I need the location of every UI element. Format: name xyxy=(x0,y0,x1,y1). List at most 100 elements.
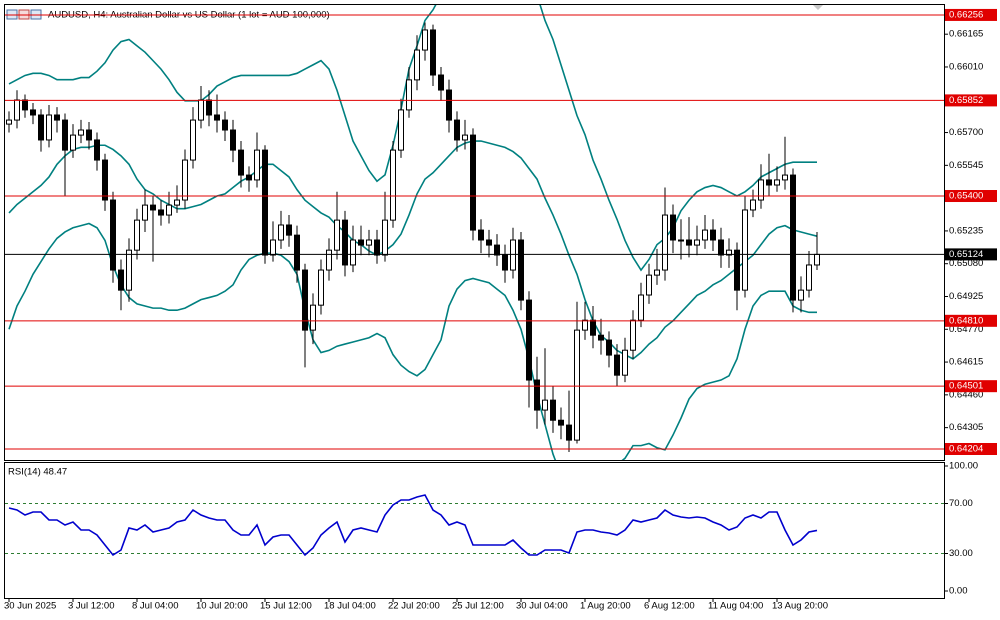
candle-body xyxy=(622,349,628,376)
candle-body xyxy=(30,109,36,116)
candle-body xyxy=(654,269,660,276)
candle-body xyxy=(726,249,732,256)
level-label-box xyxy=(945,380,997,393)
candle-body xyxy=(782,174,788,181)
candle-body xyxy=(526,299,532,381)
candle-body xyxy=(342,219,348,266)
y-tick-label: 0.00 xyxy=(949,586,968,597)
candle-body xyxy=(238,149,244,176)
candle-body xyxy=(358,239,364,246)
candle-body xyxy=(110,199,116,271)
x-tick-label: 13 Aug 20:00 xyxy=(772,601,828,612)
rsi-panel-frame xyxy=(4,462,945,599)
x-tick-label: 30 Jun 2025 xyxy=(4,601,56,612)
candle-body xyxy=(518,239,524,301)
candle-body xyxy=(446,89,452,121)
candle-body xyxy=(510,239,516,271)
y-tick-label: 0.64460 xyxy=(949,389,983,400)
y-tick-label: 0.64305 xyxy=(949,422,983,433)
x-tick-label: 3 Jul 12:00 xyxy=(68,601,114,612)
candle-body xyxy=(214,114,220,121)
candle-body xyxy=(126,249,132,291)
indicator-line xyxy=(8,494,818,557)
candle-body xyxy=(262,149,268,256)
candle-body xyxy=(534,379,540,411)
candle-body xyxy=(806,264,812,291)
candle-body xyxy=(278,224,284,241)
level-label-box xyxy=(945,8,997,21)
y-tick-label: 0.65080 xyxy=(949,258,983,269)
y-tick-label: 0.65235 xyxy=(949,225,983,236)
candle-body xyxy=(318,269,324,306)
candle-body xyxy=(270,239,276,256)
candle-body xyxy=(670,214,676,241)
candle-body xyxy=(750,199,756,211)
candle-body xyxy=(158,209,164,216)
candle-body xyxy=(774,179,780,186)
x-tick-label: 25 Jul 12:00 xyxy=(452,601,504,612)
candle-body xyxy=(46,114,52,141)
y-tick-label: 0.65545 xyxy=(949,160,983,171)
candle-body xyxy=(38,114,44,141)
candle-body xyxy=(798,289,804,301)
candle-body xyxy=(86,129,92,141)
candle-body xyxy=(542,399,548,411)
candle-body xyxy=(766,179,772,186)
candle-body xyxy=(54,114,60,121)
x-tick-label: 30 Jul 04:00 xyxy=(516,601,568,612)
candle-body xyxy=(174,199,180,206)
x-tick-label: 11 Aug 04:00 xyxy=(708,601,763,612)
candle-body xyxy=(502,254,508,271)
candle-body xyxy=(142,204,148,221)
candle-body xyxy=(790,174,796,301)
candle-body xyxy=(694,239,700,246)
candle-body xyxy=(102,159,108,201)
candle-body xyxy=(70,134,76,151)
candle-body xyxy=(310,304,316,331)
candle-body xyxy=(454,119,460,141)
candle-body xyxy=(478,229,484,241)
candle-body xyxy=(462,134,468,141)
candle-body xyxy=(246,174,252,181)
x-tick-label: 1 Aug 20:00 xyxy=(580,601,631,612)
candle-body xyxy=(198,99,204,121)
candle-body xyxy=(590,319,596,336)
candle-body xyxy=(814,253,820,266)
level-label: 0.65852 xyxy=(949,95,983,106)
candle-body xyxy=(686,239,692,246)
y-tick-label: 0.66165 xyxy=(949,29,983,40)
candle-body xyxy=(190,119,196,161)
candle-body xyxy=(438,74,444,91)
level-label: 0.65400 xyxy=(949,191,983,202)
main-plot xyxy=(6,5,820,460)
main-panel-frame xyxy=(4,4,945,461)
level-label: 0.64810 xyxy=(949,315,983,326)
level-label-box xyxy=(945,190,997,203)
candle-body xyxy=(710,229,716,241)
level-label-box xyxy=(945,443,997,456)
y-tick-label: 0.66010 xyxy=(949,61,983,72)
bollinger-band xyxy=(8,140,818,360)
level-label: 0.64204 xyxy=(949,444,983,455)
candle-body xyxy=(182,159,188,201)
candle-body xyxy=(606,339,612,356)
candle-body xyxy=(582,319,588,331)
candle-body xyxy=(558,419,564,426)
candle-body xyxy=(14,99,20,121)
rsi-plot xyxy=(5,494,944,557)
candle-body xyxy=(350,239,356,266)
candle-body xyxy=(742,209,748,291)
x-tick-label: 6 Aug 12:00 xyxy=(644,601,695,612)
candle-body xyxy=(390,149,396,221)
candle-body xyxy=(598,334,604,341)
x-tick-label: 22 Jul 20:00 xyxy=(388,601,440,612)
rsi-title: RSI(14) 48.47 xyxy=(8,467,67,478)
candle-body xyxy=(406,79,412,111)
y-tick-label: 0.65700 xyxy=(949,127,983,138)
candle-body xyxy=(470,134,476,231)
candle-body xyxy=(150,204,156,211)
y-tick-label: 0.64615 xyxy=(949,357,983,368)
candle-body xyxy=(206,99,212,116)
candle-body xyxy=(134,219,140,251)
candle-body xyxy=(118,269,124,291)
